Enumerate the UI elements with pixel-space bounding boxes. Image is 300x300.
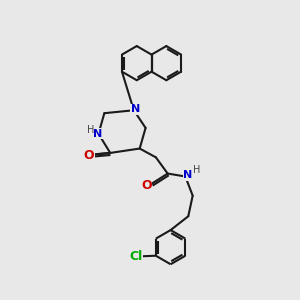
Text: N: N <box>93 129 103 139</box>
Text: O: O <box>141 179 152 192</box>
Text: H: H <box>86 125 94 135</box>
Text: H: H <box>194 165 201 175</box>
Text: N: N <box>183 170 192 180</box>
Text: Cl: Cl <box>129 250 142 263</box>
Text: N: N <box>131 104 140 114</box>
Text: O: O <box>84 149 94 162</box>
